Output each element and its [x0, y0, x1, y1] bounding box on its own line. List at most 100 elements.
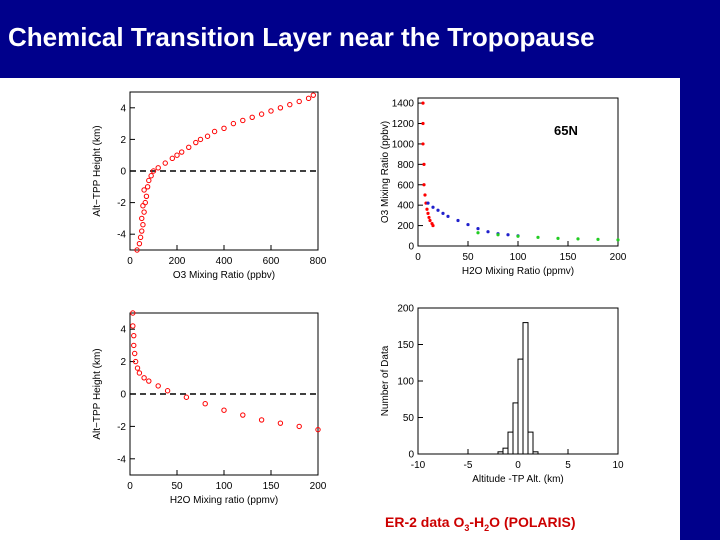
data-point — [446, 214, 450, 218]
y-axis-label: Alt−TPP Height (km) — [92, 125, 103, 216]
y-tick-label: 600 — [397, 180, 414, 191]
data-point — [422, 162, 426, 166]
data-point — [179, 149, 185, 155]
data-point — [142, 199, 148, 206]
y-tick-label: 50 — [403, 413, 415, 424]
histogram-bar — [512, 402, 519, 455]
x-tick-label: 200 — [610, 252, 627, 263]
data-point — [486, 230, 490, 234]
data-point — [426, 211, 430, 215]
data-point — [137, 234, 144, 241]
data-point — [422, 183, 426, 187]
data-point — [427, 215, 431, 220]
data-point — [496, 233, 500, 237]
x-axis-label: O3 Mixing Ratio (ppbv) — [173, 270, 275, 281]
y-tick-label: 200 — [397, 221, 414, 232]
data-point — [141, 375, 147, 381]
data-point — [221, 407, 227, 413]
data-point — [141, 209, 147, 215]
data-point — [221, 125, 227, 132]
histogram-bar — [522, 322, 529, 455]
data-point — [296, 98, 302, 105]
data-point — [258, 417, 265, 423]
data-point — [425, 207, 429, 211]
data-point — [143, 193, 150, 199]
data-point — [506, 233, 510, 237]
y-tick-label: 800 — [397, 160, 414, 171]
y-tick-label: 0 — [120, 390, 126, 401]
x-tick-label: 50 — [462, 252, 474, 263]
y-tick-label: -4 — [117, 454, 126, 465]
data-point — [258, 111, 265, 117]
data-point — [140, 222, 146, 228]
data-point — [287, 101, 293, 108]
data-point — [211, 128, 218, 135]
data-point — [183, 394, 190, 400]
data-point — [139, 215, 145, 222]
histogram-bar — [517, 358, 524, 455]
data-point — [134, 365, 141, 371]
plot-frame — [417, 97, 619, 247]
data-point — [139, 228, 145, 234]
x-axis-label: Altitude -TP Alt. (km) — [472, 474, 564, 485]
data-point — [146, 177, 152, 184]
data-point — [141, 187, 147, 193]
data-point — [148, 173, 154, 179]
x-tick-label: 100 — [510, 252, 527, 263]
data-point — [155, 383, 161, 389]
content-panel — [0, 78, 680, 540]
histogram-bar — [502, 447, 509, 455]
annotation-label: 65N — [554, 123, 578, 138]
x-tick-label: -10 — [411, 460, 426, 471]
data-point — [230, 120, 237, 127]
data-point — [516, 234, 520, 238]
title-bar: Chemical Transition Layer near the Tropo… — [0, 0, 720, 78]
x-tick-label: 0 — [515, 460, 521, 471]
data-point — [431, 205, 435, 209]
x-tick-label: 800 — [310, 256, 327, 267]
data-point — [431, 223, 435, 228]
y-tick-label: 400 — [397, 201, 414, 212]
data-point — [277, 420, 284, 426]
data-point — [155, 165, 161, 171]
x-tick-label: 400 — [216, 256, 233, 267]
y-axis-label: Number of Data — [380, 345, 391, 416]
y-axis-label: Alt−TPP Height (km) — [92, 348, 103, 439]
data-point — [164, 388, 171, 394]
x-tick-label: 5 — [565, 460, 571, 471]
o3-height-scatter: 0 200 400 600 800 -4 -2 0 2 4 O3 Mixing Ratio (ppb… — [92, 91, 327, 281]
x-tick-label: 150 — [263, 481, 280, 492]
data-point — [315, 426, 321, 433]
x-tick-label: 200 — [310, 481, 327, 492]
data-point — [436, 208, 440, 212]
data-point — [240, 117, 246, 124]
histogram-bar — [527, 431, 534, 455]
y-tick-label: 1400 — [392, 99, 415, 110]
y-tick-label: 0 — [408, 242, 414, 253]
y-tick-label: -2 — [117, 198, 126, 209]
data-point — [131, 332, 137, 339]
x-tick-label: 600 — [263, 256, 280, 267]
data-point — [202, 401, 208, 407]
x-tick-label: 0 — [127, 481, 133, 492]
h2o-height-scatter: 0 50 100 150 200 -4 -2 0 2 4 H2O Mixing ratio (ppm… — [92, 310, 327, 506]
data-point — [456, 218, 460, 223]
data-point — [162, 160, 168, 166]
data-point — [421, 121, 425, 126]
data-point — [466, 222, 470, 227]
y-axis-label: O3 Mixing Ratio (ppbv) — [380, 121, 391, 223]
y-tick-label: 2 — [120, 135, 126, 146]
y-tick-label: 1200 — [392, 119, 415, 130]
data-point — [423, 193, 427, 197]
data-point — [186, 144, 192, 150]
y-tick-label: -2 — [117, 422, 126, 433]
data-point — [174, 152, 180, 158]
data-point — [134, 247, 140, 253]
x-tick-label: 50 — [171, 481, 183, 492]
data-point — [421, 101, 425, 105]
data-point — [310, 92, 317, 98]
data-point — [556, 236, 560, 240]
y-tick-label: 2 — [120, 357, 126, 368]
histogram-bar — [507, 431, 514, 455]
data-point — [193, 139, 199, 146]
